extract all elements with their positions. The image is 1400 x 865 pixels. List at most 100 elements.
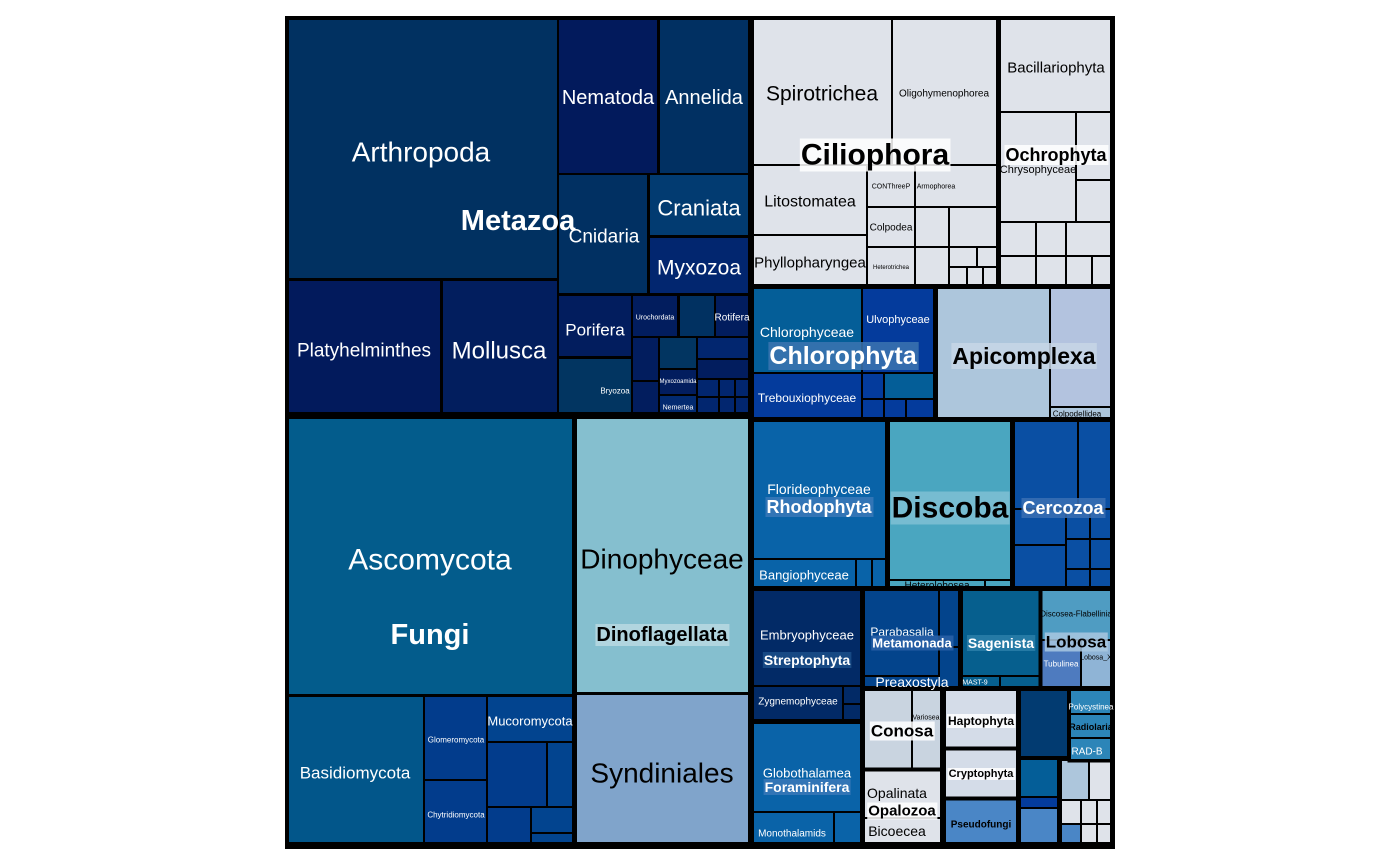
tile-parabasalia (940, 591, 958, 646)
tile-myxozoa (698, 398, 718, 412)
tile-phyllopharyngea (754, 236, 866, 284)
label-porifera: Porifera (565, 321, 625, 340)
label-florideophyceae: Florideophyceae (767, 481, 871, 497)
tile-discosea-flabellinia (1042, 591, 1110, 639)
label-bg-ochrophyta (1004, 145, 1109, 165)
tile-cercozoa (1067, 540, 1089, 568)
tile-conthreep (868, 166, 914, 206)
label-phyllopharyngea: Phyllopharyngea (754, 255, 866, 272)
tile-chrysophyceae (1037, 257, 1065, 284)
tile-cercozoa (1015, 546, 1065, 586)
label-bg-discoba (890, 491, 1010, 525)
label-chytridiomycota: Chytridiomycota (427, 811, 485, 820)
label-bg-foraminifera (763, 779, 851, 795)
label-conosa: Conosa (871, 722, 934, 741)
label-chlorophyceae: Chlorophyceae (760, 324, 854, 340)
border-metazoa (285, 16, 752, 416)
tile-pseudofungi (946, 800, 1016, 842)
label-bryozoa: Bryozoa (600, 387, 630, 396)
tile-rotifera (716, 296, 748, 336)
tile-heterolobosea (890, 581, 984, 586)
tile-opalinata (1082, 801, 1096, 823)
label-haptophyta: Haptophyta (948, 714, 1014, 728)
tile-chrysophyceae (1067, 223, 1110, 255)
tile-ulvophyceae (1021, 798, 1057, 807)
border-pseudofungi (942, 796, 1020, 846)
tile-trebouxiophyceae (754, 374, 861, 417)
tile-bryozoa (559, 359, 631, 412)
tile-monothalamids (835, 813, 860, 842)
tile-arthropoda (680, 296, 714, 336)
label-trebouxiophyceae: Trebouxiophyceae (758, 391, 857, 405)
tile-chrysophyceae (1067, 257, 1091, 284)
label-bg-chlorophyta (768, 342, 919, 370)
tile-pseudofungi (1062, 825, 1080, 842)
label-metazoa: Metazoa (461, 205, 576, 237)
tile-mast-9 (963, 677, 999, 686)
tile-craniata (650, 175, 748, 235)
tile-chlorophyceae (1021, 760, 1057, 796)
label-ascomycota: Ascomycota (348, 544, 512, 577)
tile-glomeromycota (488, 808, 530, 842)
tile-glomeromycota (488, 743, 546, 806)
tile-porifera (698, 360, 748, 378)
label-streptophyta: Streptophyta (764, 652, 851, 668)
tile-preaxostyla (865, 677, 958, 686)
tile-apicomplexa (1051, 408, 1110, 417)
tile-myxozoa (736, 398, 748, 412)
border-dinoflagellata (573, 415, 752, 846)
tile-ulvophyceae (907, 400, 933, 417)
label-foraminifera: Foraminifera (765, 779, 850, 795)
treemap-borders (285, 16, 1114, 846)
label-polycystinea: Polycystinea (1069, 703, 1114, 712)
tile-urochordata (633, 296, 677, 336)
tile-myxozoa (698, 380, 718, 396)
tile-craniata (1021, 691, 1067, 756)
label-bangiophyceae: Bangiophyceae (759, 568, 849, 583)
tile-annelida (660, 20, 748, 173)
label-bg-conosa (869, 721, 935, 741)
tile-myxozoa (720, 380, 734, 396)
label-globothalamea: Globothalamea (763, 766, 852, 781)
tile-chrysophyceae (1001, 113, 1075, 221)
tile-myxozoamida (660, 370, 696, 394)
label-nematoda: Nematoda (562, 87, 655, 109)
tile-globothalamea (754, 724, 860, 811)
tile-opalinata (1082, 825, 1096, 842)
tile-mucoromycota (532, 808, 572, 832)
label-litostomatea: Litostomatea (764, 194, 856, 211)
label-discoba: Discoba (892, 492, 1009, 525)
tile-platyhelminthes (289, 281, 440, 412)
label-dinoflagellata: Dinoflagellata (596, 624, 728, 646)
label-nemertea: Nemertea (663, 405, 694, 412)
treemap-labels: Arthropoda Platyhelminthes Mollusca Nematod… (297, 60, 1114, 840)
tile-armophorea (984, 268, 996, 284)
tile-basidiomycota (289, 697, 423, 842)
label-bg-lobosa (1044, 632, 1108, 652)
tile-bicoecea (865, 819, 940, 842)
label-bg-dinoflagellata (595, 624, 730, 646)
label-metamonada: Metamonada (872, 636, 952, 651)
label-cercozoa: Cercozoa (1022, 498, 1104, 518)
label-ciliophora: Ciliophora (801, 139, 950, 172)
tile-dinophyceae (577, 419, 748, 692)
tile-sagenista (963, 591, 1039, 675)
tile-cercozoa (1015, 422, 1077, 508)
tile-myxozoa (698, 338, 748, 358)
tile-opalinata (1090, 761, 1110, 799)
tile-cercozoa (1091, 570, 1110, 586)
tile-zygnemophyceae (844, 687, 860, 703)
tile-mucoromycota (488, 697, 572, 741)
label-fungi: Fungi (391, 619, 470, 651)
tile-cercozoa (1079, 422, 1110, 508)
label-discosea-flabellinia: Discosea-Flabellinia (1040, 610, 1112, 619)
label-chrysophyceae: Chrysophyceae (1000, 164, 1076, 176)
tile-florideophyceae (857, 560, 871, 586)
tile-chrysophyceae (1093, 257, 1110, 284)
tile-glomeromycota (425, 697, 486, 779)
tile-florideophyceae (873, 560, 885, 586)
tile-chrysophyceae (1037, 223, 1065, 255)
tile-chrysophyceae (1077, 181, 1110, 221)
tile-bryozoa (660, 338, 696, 368)
